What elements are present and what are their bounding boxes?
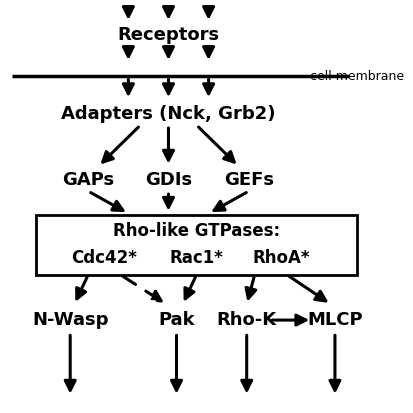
- Text: Rac1*: Rac1*: [170, 249, 223, 267]
- Text: Pak: Pak: [158, 311, 195, 329]
- Text: GAPs: GAPs: [62, 171, 114, 189]
- Text: MLCP: MLCP: [307, 311, 363, 329]
- Text: Adapters (Nck, Grb2): Adapters (Nck, Grb2): [61, 104, 276, 123]
- Text: Receptors: Receptors: [117, 26, 220, 44]
- Text: cell membrane: cell membrane: [310, 70, 404, 83]
- Text: N-Wasp: N-Wasp: [32, 311, 109, 329]
- Text: RhoA*: RhoA*: [252, 249, 310, 267]
- Text: GEFs: GEFs: [224, 171, 274, 189]
- Text: Rho-K: Rho-K: [217, 311, 277, 329]
- Text: Rho-like GTPases:: Rho-like GTPases:: [113, 222, 280, 240]
- Text: GDIs: GDIs: [145, 171, 192, 189]
- Bar: [36, 215, 357, 275]
- Text: Cdc42*: Cdc42*: [71, 249, 137, 267]
